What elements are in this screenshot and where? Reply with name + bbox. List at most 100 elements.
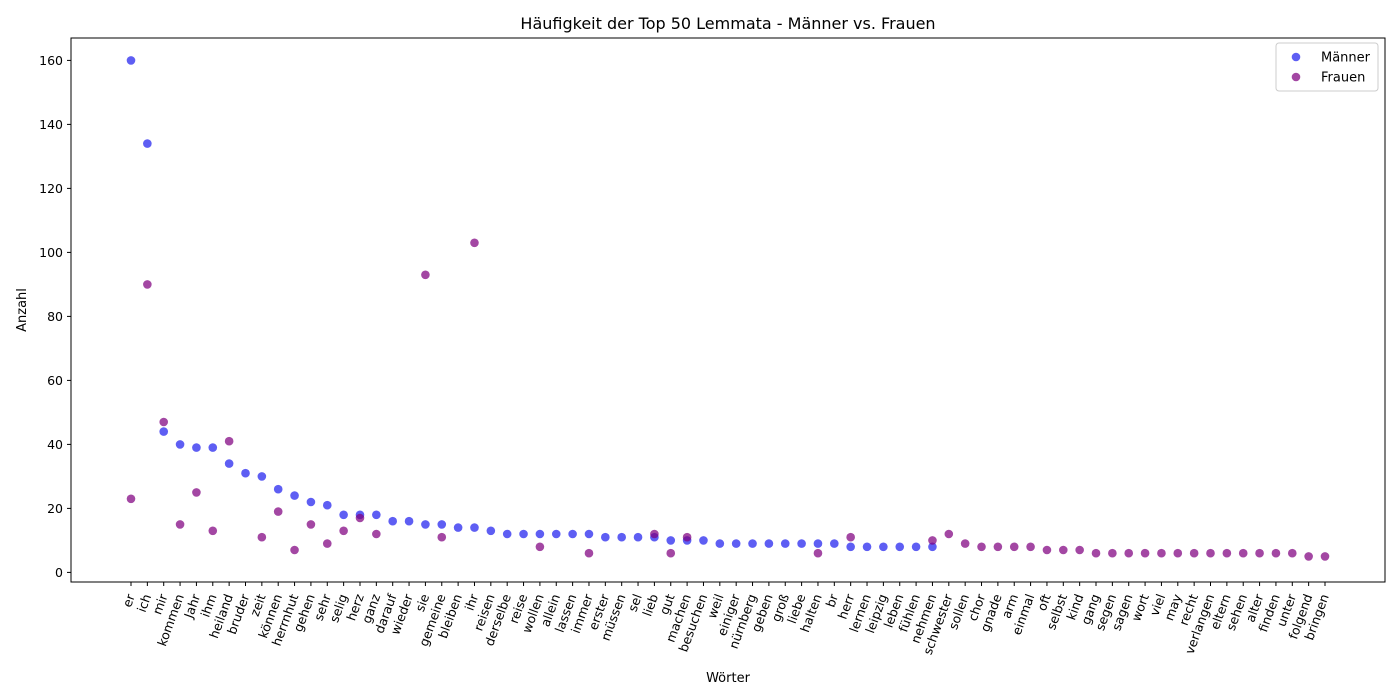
series-maenner	[126, 56, 937, 552]
plot-frame	[70, 37, 1386, 583]
data-point	[551, 529, 561, 539]
data-point	[159, 417, 169, 427]
data-point	[1320, 552, 1330, 561]
data-point	[404, 516, 414, 526]
data-point	[895, 542, 905, 552]
y-axis: 0 20 40 60 80 100 120 140 160	[39, 53, 71, 580]
data-point	[257, 472, 267, 481]
data-point	[1140, 548, 1150, 558]
data-point	[143, 280, 152, 289]
data-point	[584, 529, 594, 539]
x-tick-label: viel	[1147, 592, 1169, 618]
data-point	[339, 526, 348, 536]
data-point	[1042, 545, 1052, 555]
y-tick-label: 120	[39, 181, 63, 196]
data-point	[322, 500, 332, 510]
data-points	[126, 56, 1330, 561]
data-point	[502, 529, 512, 539]
data-point	[224, 436, 234, 446]
x-tick-label: ich	[134, 592, 154, 614]
data-point	[535, 542, 545, 552]
data-point	[372, 529, 381, 539]
data-point	[126, 494, 136, 504]
legend-label: Männer	[1321, 51, 1371, 66]
data-point	[1222, 548, 1232, 558]
data-point	[1075, 545, 1084, 555]
legend-marker	[1291, 72, 1301, 82]
data-point	[1157, 548, 1166, 558]
y-tick-label: 80	[47, 309, 63, 324]
data-point	[601, 532, 610, 542]
data-point	[208, 443, 218, 452]
data-point	[306, 497, 316, 507]
data-point	[650, 529, 659, 539]
x-tick-label: zeit	[247, 592, 269, 618]
y-tick-label: 40	[47, 437, 63, 452]
data-point	[241, 468, 250, 478]
data-point	[797, 539, 806, 548]
series-frauen	[126, 238, 1330, 561]
data-point	[1238, 548, 1248, 558]
y-tick-label: 20	[47, 501, 63, 516]
data-point	[453, 523, 463, 532]
data-point	[862, 542, 872, 552]
x-tick-label: ihr	[462, 591, 482, 612]
data-point	[944, 529, 954, 539]
data-point	[192, 488, 201, 497]
y-tick-label: 140	[39, 117, 63, 132]
data-point	[1287, 548, 1297, 558]
data-point	[911, 542, 921, 552]
data-point	[421, 270, 430, 280]
data-point	[1091, 548, 1101, 558]
data-point	[1206, 548, 1215, 558]
data-point	[1009, 542, 1019, 552]
data-point	[813, 539, 823, 548]
data-point	[928, 542, 937, 552]
x-tick-label: sie	[412, 592, 432, 614]
data-point	[1124, 548, 1134, 558]
data-point	[290, 491, 299, 500]
data-point	[977, 542, 986, 552]
data-point	[388, 516, 397, 526]
data-point	[519, 529, 528, 539]
data-point	[470, 523, 479, 532]
data-point	[879, 542, 888, 552]
data-point	[568, 529, 577, 539]
data-point	[290, 545, 299, 555]
legend: Männer Frauen	[1275, 42, 1379, 92]
y-tick-label: 100	[39, 245, 63, 260]
data-point	[617, 532, 626, 542]
data-point	[813, 548, 823, 558]
data-point	[928, 536, 937, 545]
data-point	[224, 459, 234, 468]
data-point	[126, 56, 136, 65]
data-point	[339, 510, 348, 520]
data-point	[322, 539, 332, 548]
y-tick-label: 60	[47, 373, 63, 388]
data-point	[437, 520, 447, 529]
data-point	[764, 539, 774, 548]
data-point	[1173, 548, 1183, 558]
data-point	[1189, 548, 1199, 558]
chart-title: Häufigkeit der Top 50 Lemmata - Männer v…	[520, 14, 935, 33]
legend-marker	[1291, 52, 1301, 62]
data-point	[486, 526, 496, 536]
data-point	[306, 520, 316, 529]
data-point	[1059, 545, 1068, 555]
data-point	[666, 536, 676, 545]
x-tick-label: sel	[625, 592, 645, 614]
x-tick-label: mir	[149, 591, 170, 616]
data-point	[960, 539, 970, 548]
y-tick-label: 0	[55, 565, 63, 580]
data-point	[846, 532, 855, 542]
data-point	[846, 542, 855, 552]
data-point	[780, 539, 790, 548]
y-tick-label: 160	[39, 53, 63, 68]
data-point	[1271, 548, 1281, 558]
data-point	[175, 520, 185, 529]
x-axis-label: Wörter	[706, 671, 750, 686]
data-point	[437, 532, 447, 542]
data-point	[535, 529, 545, 539]
data-point	[143, 139, 152, 148]
